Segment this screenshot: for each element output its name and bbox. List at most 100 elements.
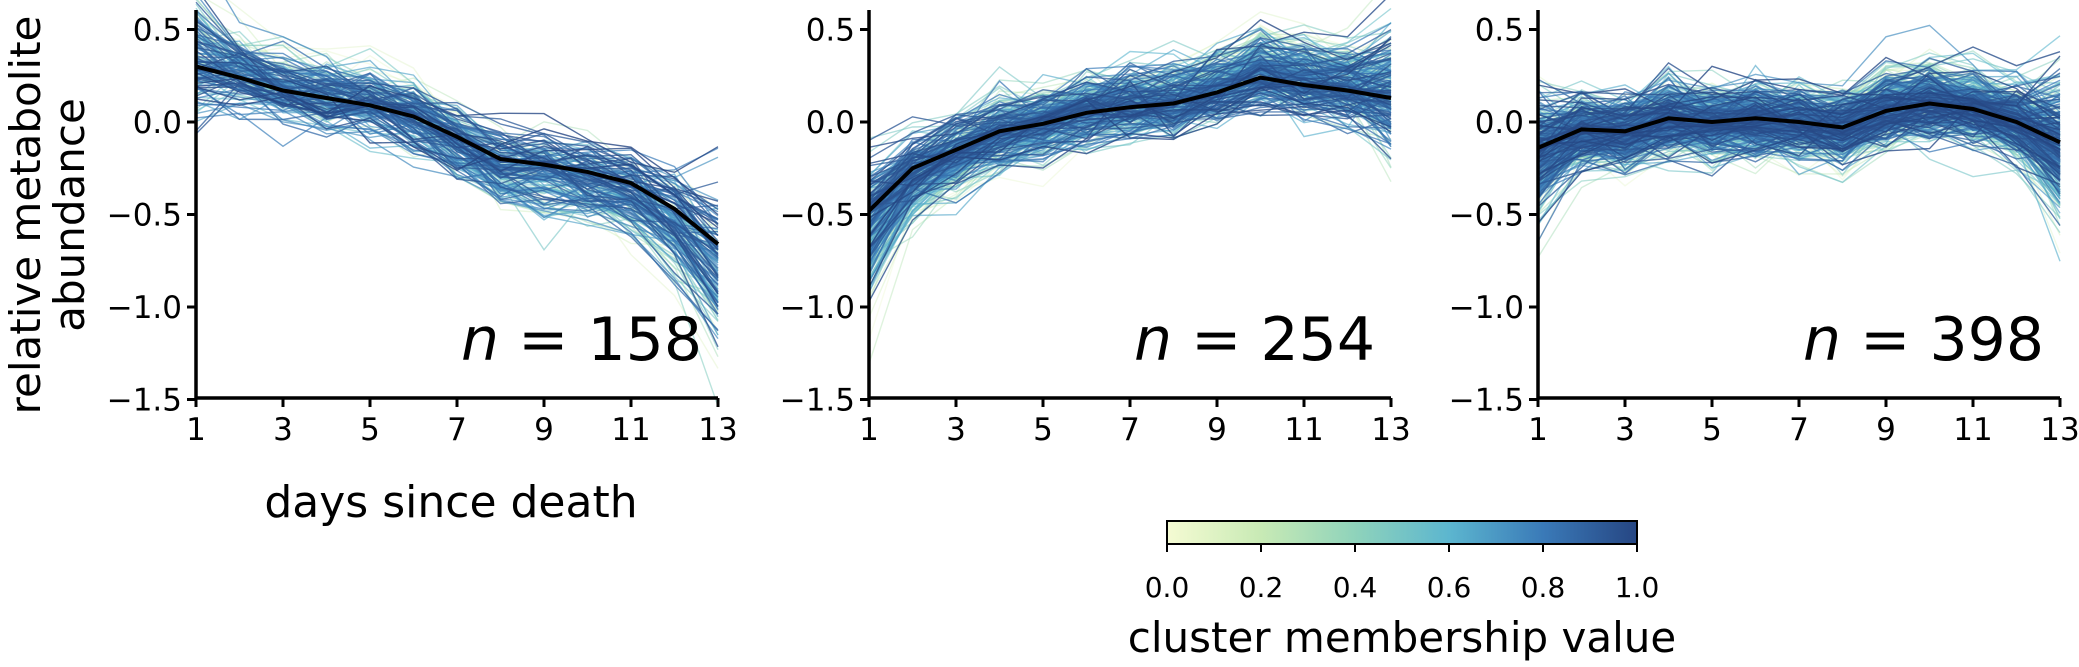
member-line — [868, 52, 1392, 202]
member-line — [868, 82, 1392, 202]
member-line — [195, 77, 719, 229]
x-tick-label: 13 — [1371, 412, 1410, 448]
x-tick-label: 1 — [186, 412, 206, 448]
x-tick-label: 9 — [1876, 412, 1896, 448]
annotation-equals: = — [1172, 305, 1260, 375]
x-tick-label: 11 — [611, 412, 650, 448]
x-tick-label: 5 — [1033, 412, 1053, 448]
colorbar-tick-label: 0.0 — [1145, 571, 1190, 604]
x-tick-label: 5 — [1702, 412, 1722, 448]
member-line — [1537, 105, 2061, 151]
colorbar-tick-label: 1.0 — [1615, 571, 1660, 604]
member-line — [203, 0, 719, 307]
y-tick-label: 0.0 — [1475, 105, 1524, 141]
x-tick-label: 1 — [859, 412, 879, 448]
y-tick-label: −1.0 — [107, 290, 182, 326]
x-tick-label: 7 — [447, 412, 467, 448]
y-tick-label: −0.5 — [107, 198, 182, 234]
member-line — [195, 96, 719, 216]
mean-line — [1537, 101, 2061, 150]
annotation-count: 398 — [1929, 305, 2044, 375]
colorbar-tick-label: 0.6 — [1427, 571, 1472, 604]
annotation-variable: n — [1803, 305, 1841, 375]
cluster-size-annotation: n = 398 — [1803, 305, 2044, 375]
member-line — [868, 87, 1392, 219]
panel-3: 0.50.0−0.5−1.0−1.51 3 5 7 9 11 13n = 398 — [1449, 10, 2079, 448]
y-axis-label-line1: relative metabolite — [1, 16, 50, 415]
panel-1: 0.50.0−0.5−1.0−1.51 3 5 7 9 11 13n = 158 — [107, 0, 738, 448]
y-axis-label-line2: abundance — [45, 98, 94, 332]
member-line — [868, 93, 1392, 165]
x-tick-label: 7 — [1120, 412, 1140, 448]
x-tick-label: 5 — [360, 412, 380, 448]
member-line — [1537, 56, 2061, 130]
member-line — [1537, 92, 2061, 152]
colorbar: 0.0 0.2 0.4 0.6 0.8 1.0 cluster membership va… — [1128, 520, 1677, 662]
y-tick-label: −1.5 — [1449, 383, 1524, 419]
member-line — [1537, 55, 2061, 149]
member-line — [1537, 67, 2061, 195]
y-tick-label: −1.5 — [107, 383, 182, 419]
member-line — [1537, 24, 2061, 197]
member-line — [195, 40, 719, 277]
cluster-size-annotation: n = 254 — [1134, 305, 1375, 375]
x-tick-label: 9 — [534, 412, 554, 448]
x-tick-label: 11 — [1953, 412, 1992, 448]
y-tick-label: −1.0 — [1449, 290, 1524, 326]
member-line — [868, 44, 1392, 248]
x-tick-label: 13 — [2040, 412, 2079, 448]
cluster-size-annotation: n = 158 — [461, 305, 702, 375]
y-tick-label: 0.5 — [1475, 13, 1524, 49]
member-line — [195, 35, 719, 293]
member-line — [868, 54, 1392, 183]
member-line — [868, 47, 1392, 249]
y-tick-label: −0.5 — [1449, 198, 1524, 234]
member-line — [1537, 103, 2061, 181]
member-line — [868, 92, 1392, 160]
member-lines — [868, 0, 1392, 365]
member-line — [195, 26, 719, 269]
member-line — [1537, 70, 2061, 175]
y-tick-label: −0.5 — [780, 198, 855, 234]
y-tick-label: 0.0 — [806, 105, 855, 141]
member-lines — [1537, 24, 2061, 262]
annotation-variable: n — [461, 305, 499, 375]
x-tick-label: 3 — [946, 412, 966, 448]
member-line — [195, 52, 719, 348]
x-tick-label: 7 — [1789, 412, 1809, 448]
member-line — [195, 82, 719, 210]
mean-line — [867, 75, 1392, 213]
annotation-count: 158 — [587, 305, 702, 375]
member-line — [868, 69, 1392, 302]
member-line — [195, 27, 719, 295]
member-line — [195, 33, 719, 332]
annotation-variable: n — [1134, 305, 1172, 375]
x-tick-label: 9 — [1207, 412, 1227, 448]
member-line — [868, 18, 1392, 288]
mean-line — [195, 64, 720, 246]
x-axis-label: days since death — [264, 477, 637, 528]
colorbar-gradient — [1166, 520, 1638, 545]
member-line — [195, 71, 719, 237]
x-tick-label: 1 — [1528, 412, 1548, 448]
colorbar-label: cluster membership value — [1128, 613, 1677, 662]
colorbar-tick-label: 0.4 — [1333, 571, 1378, 604]
y-tick-label: −1.0 — [780, 290, 855, 326]
x-tick-label: 3 — [1615, 412, 1635, 448]
annotation-equals: = — [1841, 305, 1929, 375]
y-tick-label: 0.5 — [133, 13, 182, 49]
member-line — [225, 0, 719, 272]
x-tick-label: 11 — [1284, 412, 1323, 448]
panel-2: 0.50.0−0.5−1.0−1.51 3 5 7 9 11 13n = 254 — [780, 0, 1411, 448]
annotation-equals: = — [499, 305, 587, 375]
member-line — [1537, 107, 2061, 175]
member-line — [195, 23, 719, 304]
annotation-count: 254 — [1260, 305, 1375, 375]
y-tick-label: 0.5 — [806, 13, 855, 49]
colorbar-tick-label: 0.8 — [1521, 571, 1566, 604]
member-line — [1537, 96, 2061, 224]
y-tick-label: 0.0 — [133, 105, 182, 141]
x-tick-label: 3 — [273, 412, 293, 448]
y-tick-label: −1.5 — [780, 383, 855, 419]
